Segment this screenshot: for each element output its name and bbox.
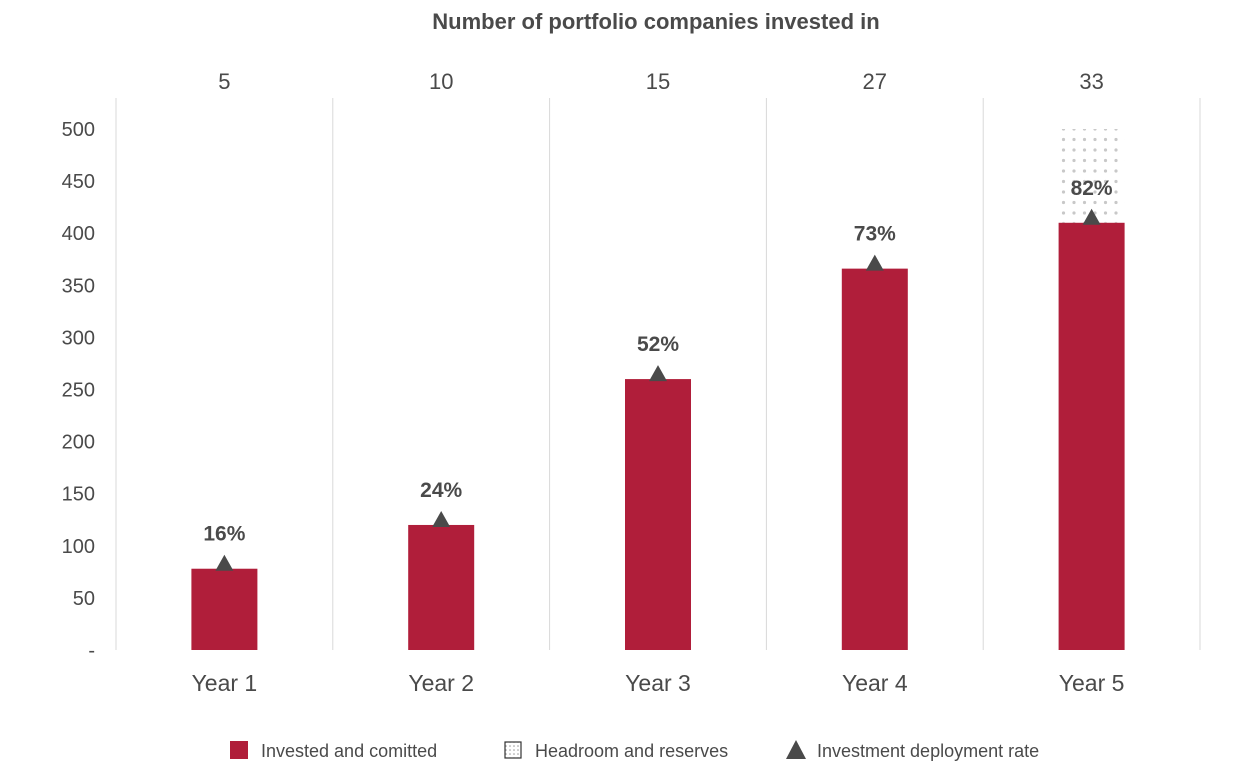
legend-headroom-swatch-icon	[504, 741, 522, 759]
legend-invested-swatch-icon	[230, 741, 248, 759]
deployment-rate-triangle-icon	[649, 365, 667, 382]
x-category-label: Year 1	[192, 670, 258, 696]
legend-invested-label: Invested and comitted	[261, 741, 437, 761]
invested-bar	[1058, 222, 1125, 650]
deployment-rate-label: 52%	[637, 333, 679, 356]
y-tick-label: 50	[73, 588, 95, 610]
x-category-label: Year 5	[1059, 670, 1125, 696]
x-category-label: Year 2	[408, 670, 474, 696]
portfolio-count-label: 27	[863, 69, 887, 94]
deployment-rate-label: 24%	[420, 479, 462, 502]
y-tick-label: 300	[62, 327, 95, 349]
invested-bar	[625, 379, 691, 650]
deployment-rate-triangle-icon	[865, 254, 884, 271]
invested-bar	[841, 268, 908, 650]
y-tick-label: 500	[62, 119, 95, 141]
y-tick-label: 100	[62, 536, 95, 558]
x-category-label: Year 4	[842, 670, 908, 696]
portfolio-count-label: 33	[1079, 69, 1103, 94]
legend-deployment-triangle-icon	[786, 740, 806, 759]
invested-bar	[408, 524, 475, 650]
deployment-rate-triangle-icon	[432, 510, 451, 527]
y-tick-label: 150	[62, 484, 95, 506]
legend-deployment-label: Investment deployment rate	[817, 741, 1039, 761]
portfolio-count-label: 15	[646, 69, 670, 94]
invested-bar	[191, 568, 258, 650]
y-tick-label: 400	[62, 223, 95, 245]
portfolio-count-label: 10	[429, 69, 453, 94]
portfolio-count-label: 5	[218, 69, 230, 94]
y-tick-label: 200	[62, 432, 95, 454]
deployment-rate-label: 82%	[1071, 177, 1113, 200]
legend-headroom-label: Headroom and reserves	[535, 741, 728, 761]
headroom-bar	[1058, 129, 1125, 223]
chart-title: Number of portfolio companies invested i…	[432, 9, 879, 34]
deployment-rate-triangle-icon	[215, 554, 234, 571]
y-tick-label: 450	[62, 171, 95, 193]
deployment-rate-label: 73%	[854, 223, 896, 246]
deployment-rate-triangle-icon	[1082, 208, 1101, 225]
deployment-rate-label: 16%	[203, 523, 245, 546]
x-category-label: Year 3	[625, 670, 691, 696]
y-tick-label: 350	[62, 275, 95, 297]
y-tick-label: 250	[62, 380, 95, 402]
y-tick-label: -	[88, 640, 95, 662]
